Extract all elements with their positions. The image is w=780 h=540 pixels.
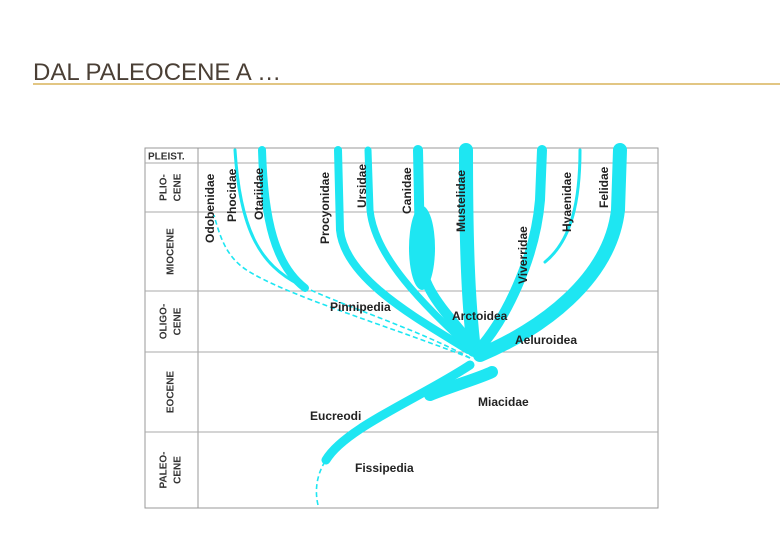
- family-label: Procyonidae: [318, 172, 332, 244]
- epoch-label: CENE: [173, 173, 184, 201]
- family-label: Felidae: [597, 166, 611, 208]
- clade-label: Pinnipedia: [330, 300, 391, 314]
- family-label: Mustelidae: [454, 170, 468, 232]
- clade-label: Arctoidea: [452, 309, 508, 323]
- clade-label: Aeluroidea: [515, 333, 577, 347]
- branches: [213, 143, 627, 506]
- epoch-label: EOCENE: [166, 371, 177, 414]
- epoch-label: PLEIST.: [148, 152, 185, 163]
- slide-title: DAL PALEOCENE A …: [33, 59, 281, 86]
- diagram-frame: [144, 147, 659, 509]
- epoch-label: OLIGO-: [159, 304, 170, 340]
- family-label: Ursidae: [355, 164, 369, 208]
- clade-label: Fissipedia: [355, 461, 414, 475]
- epoch-label: CENE: [173, 307, 184, 335]
- clade-label: Eucreodi: [310, 409, 361, 423]
- family-label: Otariidae: [252, 168, 266, 220]
- epoch-label: PALEO-: [159, 451, 170, 488]
- epoch-label: PLIO-: [159, 174, 170, 201]
- family-label: Viverridae: [516, 226, 530, 284]
- clade-label: Miacidae: [478, 395, 529, 409]
- family-label: Canidae: [400, 167, 414, 214]
- epoch-label: CENE: [173, 456, 184, 484]
- family-label: Hyaenidae: [560, 172, 574, 232]
- epoch-label: MIOCENE: [166, 228, 177, 275]
- family-label: Odobenidae: [203, 173, 217, 243]
- family-label: Phocidae: [225, 168, 239, 222]
